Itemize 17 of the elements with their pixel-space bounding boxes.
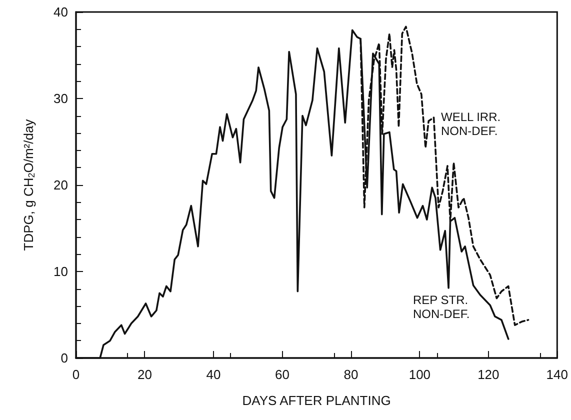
x-tick-label: 20 xyxy=(138,367,152,382)
y-tick-label: 20 xyxy=(54,178,68,192)
x-tick-label: 100 xyxy=(408,367,431,382)
y-tick-label: 30 xyxy=(54,91,68,106)
x-tick-label: 40 xyxy=(206,367,221,382)
x-tick-label: 0 xyxy=(72,367,80,382)
y-axis-title: TDPG, g CH2O/m²/day xyxy=(21,118,36,251)
x-tick-label: 80 xyxy=(344,367,358,382)
annotation: REP STR. NON-DEF. xyxy=(413,293,470,321)
x-tick-label: 60 xyxy=(274,367,290,382)
annotation: WELL IRR. NON-DEF. xyxy=(441,110,501,138)
y-tick-label: 40 xyxy=(54,4,68,20)
y-tick-label: 10 xyxy=(54,264,68,279)
x-axis-title: DAYS AFTER PLANTING xyxy=(242,393,391,408)
x-tick-label: 120 xyxy=(478,367,500,382)
x-tick-label: 140 xyxy=(546,367,568,382)
y-tick-label: 0 xyxy=(60,350,68,366)
